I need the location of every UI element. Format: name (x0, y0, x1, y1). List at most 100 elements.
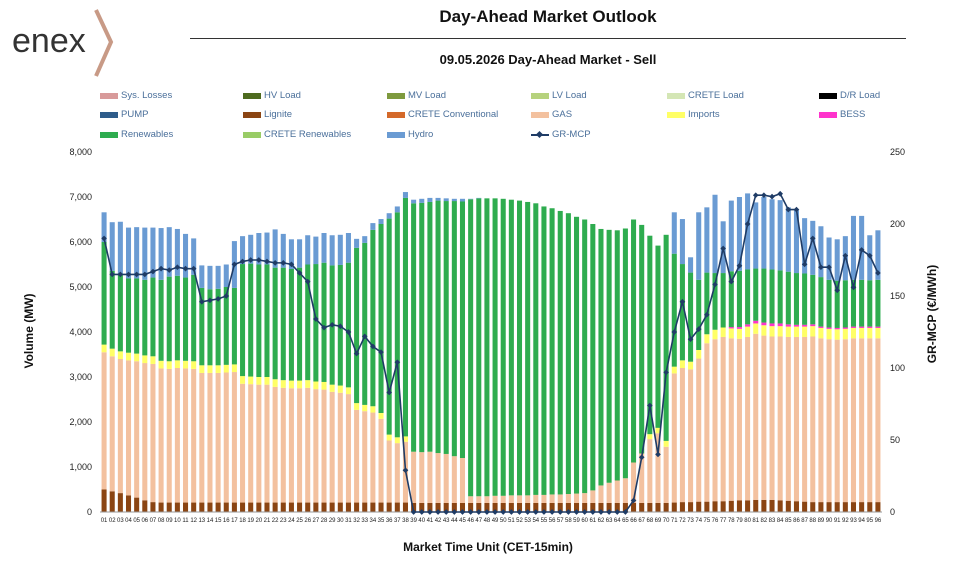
bar-gas (761, 335, 767, 500)
x-tick-label: 32 (353, 518, 360, 524)
bar-hydro (875, 230, 881, 280)
bar-renewables (354, 247, 360, 404)
bar-lignite (785, 500, 791, 512)
bar-imports (378, 413, 384, 419)
bar-renewables (647, 235, 653, 435)
y2-tick-label: 100 (890, 363, 905, 373)
bar-renewables (549, 208, 555, 495)
bar-renewables (264, 264, 270, 377)
bar-gas (354, 409, 360, 503)
bar-renewables (191, 274, 197, 362)
bar-lignite (215, 502, 221, 512)
bar-renewables (500, 198, 506, 496)
x-tick-label: 63 (606, 518, 613, 524)
bar-renewables (166, 276, 172, 362)
bar-gas (574, 493, 580, 503)
bar-lignite (142, 500, 148, 512)
x-tick-label: 37 (394, 518, 401, 524)
mcp-point (361, 333, 368, 340)
x-tick-label: 73 (687, 518, 694, 524)
bar-lignite (574, 503, 580, 512)
x-tick-label: 52 (516, 518, 523, 524)
legend-item-bess: BESS (819, 109, 865, 120)
mcp-point (150, 268, 156, 275)
bar-lignite (451, 503, 457, 512)
x-tick-label: 72 (679, 518, 686, 524)
mcp-point (826, 264, 832, 271)
bar-renewables (142, 279, 148, 356)
bar-renewables (582, 219, 588, 494)
mcp-point (720, 245, 726, 252)
bar-gas (647, 439, 653, 503)
mcp-point (752, 192, 759, 199)
x-tick-label: 14 (207, 518, 214, 524)
bar-gas (394, 443, 400, 503)
bar-hydro (223, 264, 229, 287)
bar-gas (728, 338, 734, 501)
bar-hydro (264, 232, 270, 265)
mcp-point (370, 343, 376, 350)
bar-gas (631, 462, 637, 503)
bar-gas (321, 389, 327, 503)
mcp-point (215, 296, 221, 302)
bar-hydro (818, 226, 824, 278)
bar-renewables (207, 289, 213, 366)
bar-renewables (859, 279, 865, 327)
bar-gas (370, 412, 376, 503)
bar-gas (158, 368, 164, 503)
bar-imports (671, 366, 677, 374)
bar-lignite (435, 503, 441, 512)
bar-lignite (516, 503, 523, 512)
bar-lignite (459, 503, 466, 512)
mcp-point (410, 509, 417, 515)
bar-lignite (712, 501, 718, 512)
mcp-point (182, 265, 189, 272)
legend-swatch (243, 92, 261, 99)
x-tick-label: 66 (630, 518, 637, 524)
bar-imports (826, 328, 832, 340)
bar-imports (370, 406, 376, 413)
bar-renewables (712, 273, 718, 330)
mcp-point (402, 467, 409, 474)
bar-bess (777, 323, 783, 327)
bar-renewables (720, 273, 726, 328)
bar-gas (419, 452, 425, 503)
x-tick-label: 95 (866, 518, 873, 524)
mcp-point (769, 193, 775, 200)
bar-lignite (305, 502, 311, 512)
legend-swatch (667, 111, 685, 118)
bar-hydro (329, 235, 335, 266)
y-tick-label: 0 (87, 507, 92, 517)
mcp-point (264, 258, 270, 265)
bar-lignite (150, 502, 156, 512)
bar-lignite (134, 497, 140, 512)
bar-imports (101, 344, 107, 353)
bar-imports (728, 328, 734, 339)
bar-lignite (533, 503, 539, 512)
page-title: Day-Ahead Market Outlook (439, 7, 657, 26)
bar-lignite (199, 502, 205, 512)
bar-hydro (297, 239, 303, 268)
bar-renewables (215, 288, 221, 366)
mcp-point (728, 278, 735, 285)
x-tick-label: 53 (524, 518, 531, 524)
x-tick-label: 85 (785, 518, 792, 524)
bar-imports (720, 327, 726, 337)
bar-imports (174, 360, 180, 368)
bar-imports (199, 365, 205, 373)
mcp-point (394, 359, 401, 366)
bar-gas (525, 495, 531, 503)
bar-hydro (150, 227, 156, 278)
x-tick-label: 96 (875, 518, 882, 524)
bar-imports (223, 364, 229, 373)
bar-hydro (288, 239, 294, 269)
bar-renewables (288, 269, 294, 381)
mcp-point (223, 293, 230, 299)
bar-renewables (109, 270, 115, 349)
bar-hydro (834, 239, 840, 281)
mcp-point (549, 509, 555, 515)
bar-gas (150, 363, 156, 503)
bar-renewables (174, 275, 180, 361)
mcp-point (386, 389, 393, 396)
bar-lignite (582, 503, 588, 512)
